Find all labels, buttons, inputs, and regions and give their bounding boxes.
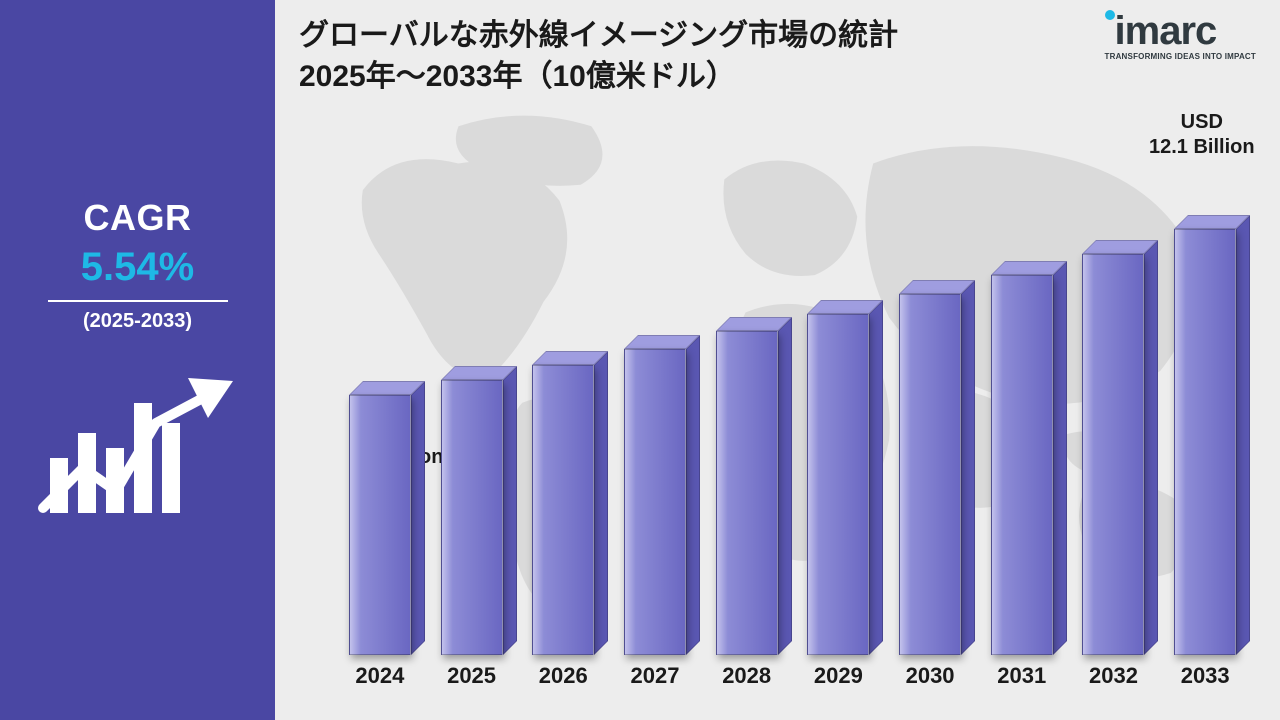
growth-chart-icon bbox=[38, 363, 238, 523]
year-label-2025: 2025 bbox=[431, 657, 513, 705]
bar-2024 bbox=[339, 395, 421, 655]
brand-logo: imarc TRANSFORMING IDEAS INTO IMPACT bbox=[1105, 12, 1256, 61]
cagr-range: (2025-2033) bbox=[83, 310, 192, 333]
year-label-2030: 2030 bbox=[889, 657, 971, 705]
bar-2031 bbox=[981, 275, 1063, 655]
year-label-2031: 2031 bbox=[981, 657, 1063, 705]
year-label-2026: 2026 bbox=[522, 657, 604, 705]
year-label-2033: 2033 bbox=[1164, 657, 1246, 705]
cagr-value: 5.54% bbox=[81, 245, 194, 290]
bar-2025 bbox=[431, 380, 513, 655]
year-label-2028: 2028 bbox=[706, 657, 788, 705]
bar-2030 bbox=[889, 294, 971, 655]
title-line-2: 2025年～2033年（10億米ドル） bbox=[299, 57, 1080, 98]
bar-2032 bbox=[1073, 254, 1155, 655]
logo-dot-icon bbox=[1105, 10, 1115, 20]
year-label-2032: 2032 bbox=[1073, 657, 1155, 705]
year-labels-container: 2024202520262027202820292030203120322033 bbox=[339, 657, 1246, 705]
chart-area: USD 7.4 Billion USD 12.1 Billion 2024202… bbox=[299, 105, 1256, 705]
logo-word: imarc bbox=[1115, 9, 1217, 53]
year-label-2029: 2029 bbox=[798, 657, 880, 705]
chart-title: グローバルな赤外線イメージング市場の統計 2025年～2033年（10億米ドル） bbox=[299, 16, 1080, 97]
bar-2028 bbox=[706, 331, 788, 655]
logo-tagline: TRANSFORMING IDEAS INTO IMPACT bbox=[1105, 52, 1256, 61]
bar-2033 bbox=[1164, 229, 1246, 655]
main-panel: グローバルな赤外線イメージング市場の統計 2025年～2033年（10億米ドル）… bbox=[275, 0, 1280, 720]
title-line-1: グローバルな赤外線イメージング市場の統計 bbox=[299, 16, 1080, 57]
bar-2029 bbox=[798, 314, 880, 655]
cagr-underline bbox=[48, 300, 228, 302]
bars-container bbox=[339, 125, 1246, 655]
sidebar-panel: CAGR 5.54% (2025-2033) bbox=[0, 0, 275, 720]
year-label-2027: 2027 bbox=[614, 657, 696, 705]
cagr-label: CAGR bbox=[84, 197, 192, 239]
bar-2027 bbox=[614, 349, 696, 655]
bar-2026 bbox=[522, 365, 604, 655]
year-label-2024: 2024 bbox=[339, 657, 421, 705]
